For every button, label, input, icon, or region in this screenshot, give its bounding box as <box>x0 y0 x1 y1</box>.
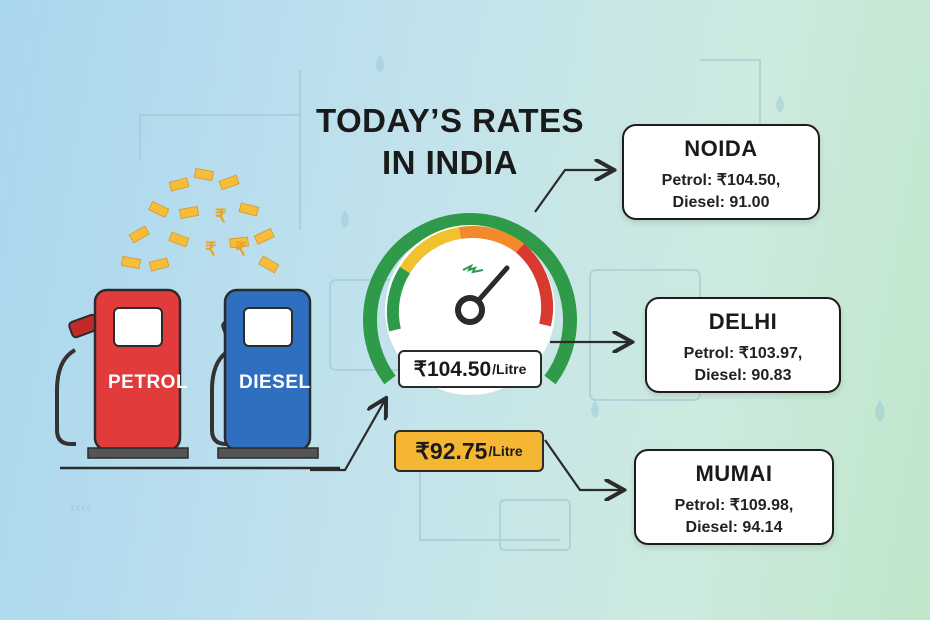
svg-text:‹‹‹‹: ‹‹‹‹ <box>70 499 91 516</box>
city-name: MUMAI <box>695 461 773 486</box>
arrow-from-pumps <box>310 400 385 472</box>
gauge-main-price: ₹104.50/Litre <box>398 350 542 388</box>
arrow-to-mumai <box>544 439 622 490</box>
svg-text:₹: ₹ <box>235 239 247 259</box>
secondary-price-badge: ₹92.75/Litre <box>394 430 544 472</box>
secondary-price-value: ₹92.75 <box>415 437 488 464</box>
city-name: NOIDA <box>684 136 758 161</box>
city-petrol-rate: Petrol: ₹109.98, <box>674 497 794 514</box>
diesel-pump-label: DIESEL <box>239 372 311 393</box>
main-price-value: ₹104.50 <box>413 357 492 381</box>
secondary-price-unit: /Litre <box>488 443 523 459</box>
city-card-delhi: DELHI Petrol: ₹103.97, Diesel: 90.83 <box>645 297 841 393</box>
city-diesel-rate: Diesel: 90.83 <box>694 367 792 384</box>
money-notes-icon: ₹ ₹ ₹ <box>120 168 280 274</box>
title-line-1: TODAY’S RATES <box>315 102 585 139</box>
diesel-pump-icon <box>210 288 319 459</box>
arrow-to-noida <box>534 170 612 213</box>
petrol-pump-label: PETROL <box>108 372 189 393</box>
svg-text:₹: ₹ <box>205 239 217 259</box>
city-diesel-rate: Diesel: 94.14 <box>685 519 783 536</box>
city-card-mumai: MUMAI Petrol: ₹109.98, Diesel: 94.14 <box>634 449 834 545</box>
city-petrol-rate: Petrol: ₹104.50, <box>661 172 781 189</box>
pulse-icon <box>462 263 484 274</box>
page-title: TODAY’S RATES IN INDIA <box>300 100 600 184</box>
city-diesel-rate: Diesel: 91.00 <box>672 194 770 211</box>
fuel-pumps-illustration <box>55 288 340 470</box>
city-petrol-rate: Petrol: ₹103.97, <box>683 345 803 362</box>
main-price-unit: /Litre <box>492 361 527 377</box>
petrol-pump-icon <box>55 288 189 459</box>
title-line-2: IN INDIA <box>382 144 518 181</box>
city-card-noida: NOIDA Petrol: ₹104.50, Diesel: 91.00 <box>622 124 820 220</box>
svg-text:₹: ₹ <box>215 206 227 226</box>
city-name: DELHI <box>708 309 778 334</box>
